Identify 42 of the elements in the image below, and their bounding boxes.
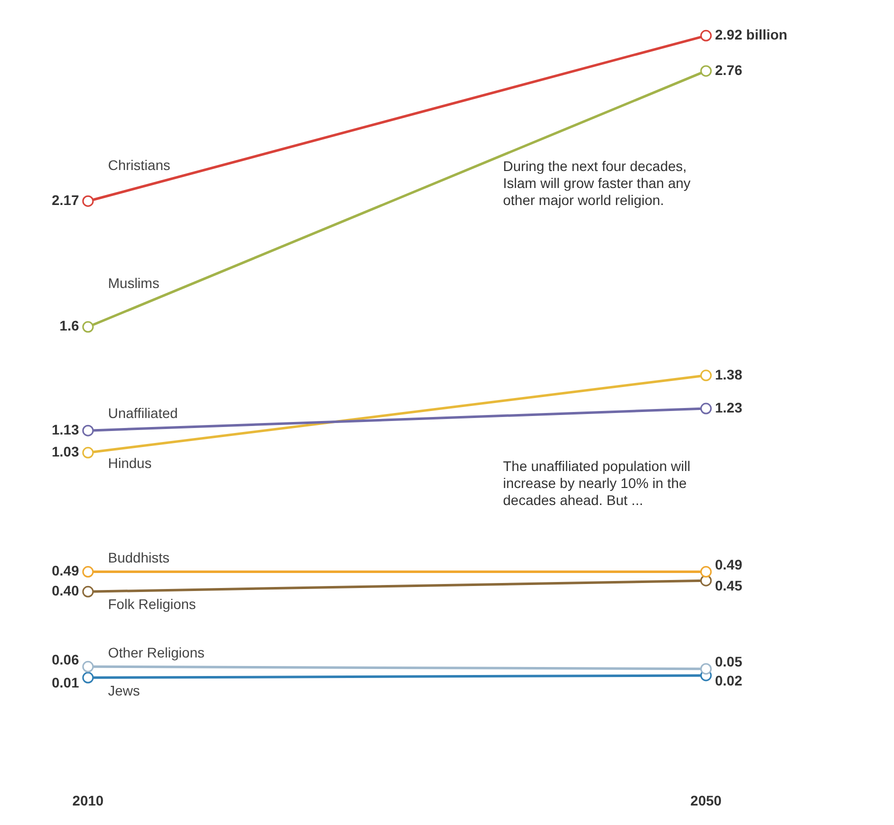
point xyxy=(82,660,94,672)
series-label: Other Religions xyxy=(108,644,204,661)
data-label: 0.01 xyxy=(52,674,80,691)
series-label: Buddhists xyxy=(108,550,170,566)
data-label: 0.49 xyxy=(715,556,742,573)
data-label: 0.49 xyxy=(52,562,80,579)
point xyxy=(82,195,94,207)
data-label: 1.38 xyxy=(715,366,742,382)
series-label: Jews xyxy=(108,682,140,698)
data-label: 1.13 xyxy=(52,421,80,438)
point xyxy=(700,370,712,382)
point xyxy=(700,65,712,77)
x-tick-label: 2050 xyxy=(690,792,722,808)
data-label: 0.05 xyxy=(715,654,742,670)
annotation: The unaffiliated population will increase by nearly 10% in the decades ahead. But ... xyxy=(503,458,703,509)
data-label: 2.17 xyxy=(52,192,80,208)
point xyxy=(700,30,712,42)
data-label: 2.92 billion xyxy=(715,26,788,43)
point xyxy=(700,402,712,414)
point xyxy=(82,586,94,598)
data-label: 0.02 xyxy=(715,672,742,688)
series-label: Hindus xyxy=(108,455,152,471)
point xyxy=(82,424,94,436)
series-label: Unaffiliated xyxy=(108,405,178,422)
data-label: 1.23 xyxy=(715,399,742,416)
point xyxy=(700,663,712,675)
data-label: 0.45 xyxy=(715,577,742,594)
series-label: Christians xyxy=(108,156,170,173)
data-label: 2.76 xyxy=(715,62,742,78)
data-label: 1.03 xyxy=(52,444,80,460)
point xyxy=(82,446,94,458)
data-label: 1.6 xyxy=(60,318,80,334)
point xyxy=(82,321,94,333)
data-label: 0.06 xyxy=(52,652,80,668)
data-label: 0.40 xyxy=(52,582,80,598)
x-tick-label: 2010 xyxy=(72,792,104,808)
point xyxy=(700,566,712,578)
point xyxy=(82,672,94,684)
series-label: Muslims xyxy=(108,275,160,292)
point xyxy=(82,566,94,578)
annotation: During the next four decades, Islam will grow faster than any other major world religion. xyxy=(503,158,703,209)
series-label: Folk Religions xyxy=(108,596,196,612)
